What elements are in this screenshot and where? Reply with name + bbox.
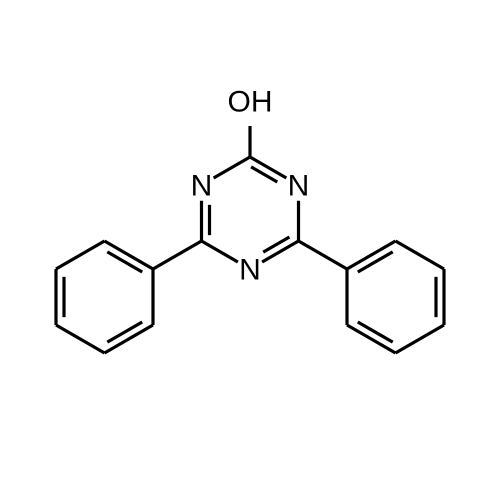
atom-label: N [191,170,213,203]
bond-line [56,325,105,353]
bond-line [396,325,445,353]
bond-line [262,241,298,262]
bond-line [107,252,142,272]
bond-line [396,241,445,269]
bond-line [358,252,393,272]
bond-layer [56,126,444,353]
bond-line [214,157,250,178]
bond-line [202,241,238,262]
bond-line [107,322,142,342]
molecule-diagram: N N N OH [0,0,500,500]
label-layer: N N N OH [191,85,310,286]
bond-line [299,241,348,269]
atom-label: OH [228,86,273,119]
bond-line [153,241,202,269]
atom-label: N [239,254,261,287]
bond-line [56,241,105,269]
bond-line [250,157,286,178]
atom-label: N [288,170,310,203]
bond-line [358,322,393,342]
